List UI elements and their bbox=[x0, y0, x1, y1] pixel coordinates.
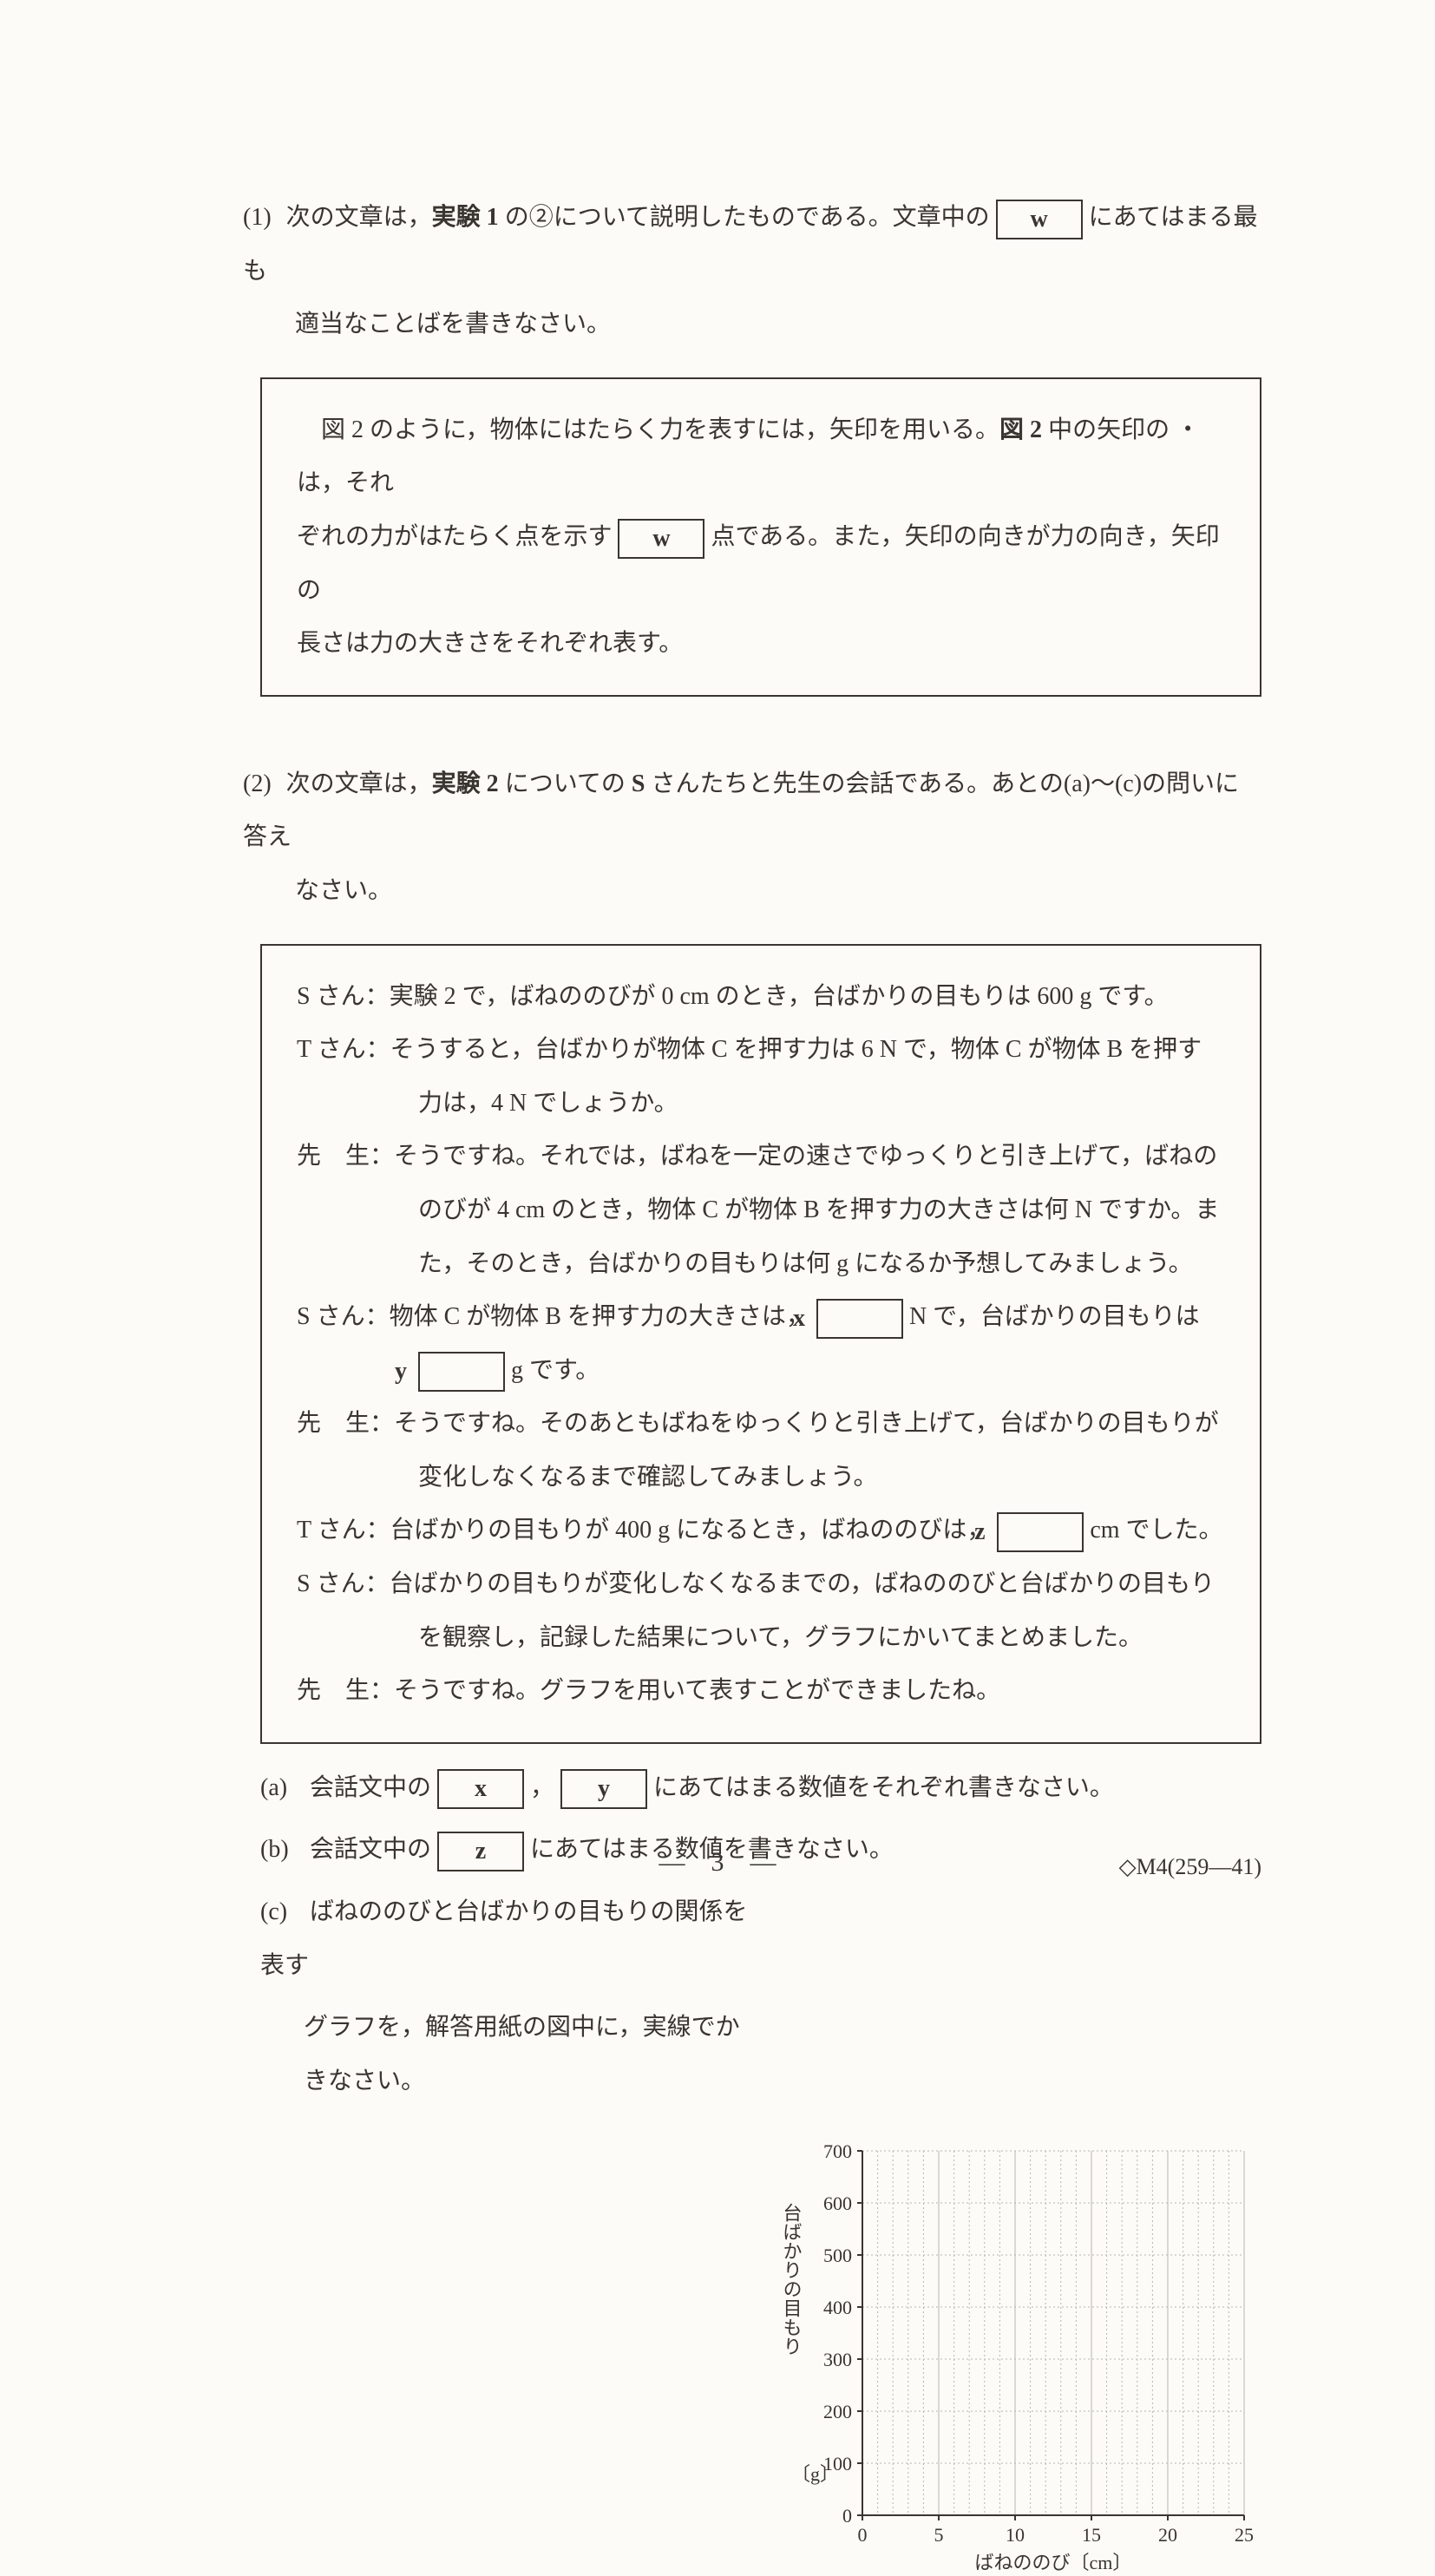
svg-text:300: 300 bbox=[823, 2349, 852, 2370]
dialogue-text: そうですね。そのあともばねをゆっくりと引き上げて，台ばかりの目もりが変化しなくな… bbox=[394, 1410, 1219, 1491]
q2-line2: なさい。 bbox=[295, 864, 1261, 918]
sub-c-l1: ばねののびと台ばかりの目もりの関係を表す bbox=[260, 1898, 748, 1979]
dialogue-line: S さん：実験 2 で，ばねののびが 0 cm のとき，台ばかりの目もりは 60… bbox=[297, 970, 1225, 1024]
sub-a-num: (a) bbox=[260, 1761, 304, 1815]
q1-box-l1-bold: 図 2 bbox=[999, 416, 1042, 443]
s-mid: N で，台ばかりの目もりは bbox=[909, 1303, 1200, 1330]
blank-y-2: y bbox=[560, 1769, 647, 1809]
sub-a-mid: ， bbox=[524, 1774, 560, 1801]
blank-x-2: x bbox=[437, 1769, 524, 1809]
q1-box-l2: ぞれの力がはたらく点を示す w 点である。また，矢印の向きが力の向き，矢印の bbox=[297, 510, 1225, 617]
dialogue-text: そうですね。それでは，ばねを一定の速さでゆっくりと引き上げて，ばねののびが 4 … bbox=[394, 1143, 1219, 1276]
q2-t-bold: 実験 2 bbox=[432, 770, 499, 797]
blank-w-2: w bbox=[618, 519, 704, 559]
q1-line1: (1) 次の文章は，実験 1 の②について説明したものである。文章中の w にあ… bbox=[243, 191, 1261, 298]
q1-box-l2-pre: ぞれの力がはたらく点を示す bbox=[297, 523, 618, 550]
q1-num: (1) bbox=[243, 191, 272, 245]
svg-text:0: 0 bbox=[842, 2505, 852, 2527]
dialogue-line: 先 生：そうですね。そのあともばねをゆっくりと引き上げて，台ばかりの目もりが変化… bbox=[297, 1397, 1225, 1504]
q1-line2: 適当なことばを書きなさい。 bbox=[295, 298, 1261, 351]
speaker-s: S さん： bbox=[297, 1303, 390, 1330]
q1-l1-bold: 実験 1 bbox=[432, 204, 499, 231]
dialogue-text: 実験 2 で，ばねののびが 0 cm のとき，台ばかりの目もりは 600 g で… bbox=[390, 983, 1169, 1010]
q2-dialogue-box: S さん：実験 2 で，ばねののびが 0 cm のとき，台ばかりの目もりは 60… bbox=[260, 944, 1261, 1744]
sub-c-l2: グラフを，解答用紙の図中に，実線でかきなさい。 bbox=[304, 2001, 755, 2107]
sub-c-num: (c) bbox=[260, 1885, 304, 1939]
speaker-label: T さん： bbox=[297, 1036, 390, 1063]
s-end: g です。 bbox=[511, 1357, 600, 1384]
blank-x: x bbox=[816, 1299, 903, 1339]
dialogue-text: 台ばかりの目もりが変化しなくなるまでの，ばねののびと台ばかりの目もりを観察し，記… bbox=[390, 1570, 1215, 1651]
q2-t-s: S bbox=[632, 770, 645, 797]
dialogue-t-z: T さん：台ばかりの目もりが 400 g になるとき，ばねののびは， z cm … bbox=[297, 1504, 1225, 1557]
dialogue-s-xy: S さん：物体 C が物体 B を押す力の大きさは， x N で，台ばかりの目も… bbox=[297, 1290, 1225, 1397]
q2-num: (2) bbox=[243, 757, 272, 811]
blank-y: y bbox=[418, 1352, 505, 1392]
q1-box-l1: 図 2 のように，物体にはたらく力を表すには，矢印を用いる。図 2 中の矢印の … bbox=[297, 403, 1225, 510]
s-pre: 物体 C が物体 B を押す力の大きさは， bbox=[390, 1303, 810, 1330]
speaker-label: S さん： bbox=[297, 983, 390, 1010]
q2-line1: (2) 次の文章は，実験 2 についての S さんたちと先生の会話である。あとの… bbox=[243, 757, 1261, 864]
dialogue-line: 先 生：そうですね。グラフを用いて表すことができましたね。 bbox=[297, 1664, 1225, 1718]
speaker-label: 先 生： bbox=[297, 1410, 394, 1437]
svg-text:5: 5 bbox=[934, 2524, 944, 2546]
blank-z: z bbox=[997, 1512, 1084, 1552]
q1-box-l1-pre: 図 2 のように，物体にはたらく力を表すには，矢印を用いる。 bbox=[297, 416, 999, 443]
chart-container: 05101520250100200300400500600700ばねののび〔cm… bbox=[706, 2134, 1261, 2576]
speaker-label: 先 生： bbox=[297, 1677, 394, 1704]
q1-box: 図 2 のように，物体にはたらく力を表すには，矢印を用いる。図 2 中の矢印の … bbox=[260, 377, 1261, 697]
sub-a: (a) 会話文中の x ， y にあてはまる数値をそれぞれ書きなさい。 bbox=[260, 1761, 1261, 1815]
speaker-t: T さん： bbox=[297, 1517, 390, 1544]
svg-text:〔g〕: 〔g〕 bbox=[791, 2463, 839, 2485]
blank-w: w bbox=[996, 200, 1083, 239]
question-2: (2) 次の文章は，実験 2 についての S さんたちと先生の会話である。あとの… bbox=[243, 757, 1261, 2117]
svg-text:25: 25 bbox=[1235, 2524, 1254, 2546]
svg-text:15: 15 bbox=[1082, 2524, 1101, 2546]
svg-text:ばねののび〔cm〕: ばねののび〔cm〕 bbox=[975, 2552, 1132, 2573]
q1-l1-post: の②について説明したものである。文章中の bbox=[499, 204, 996, 231]
q2-t-pre: 次の文章は， bbox=[286, 770, 432, 797]
sub-a-post: にあてはまる数値をそれぞれ書きなさい。 bbox=[647, 1774, 1114, 1801]
dialogue-text: そうですね。グラフを用いて表すことができましたね。 bbox=[394, 1677, 1000, 1704]
spring-chart: 05101520250100200300400500600700ばねののび〔cm… bbox=[776, 2134, 1261, 2576]
dialogue-line: 先 生：そうですね。それでは，ばねを一定の速さでゆっくりと引き上げて，ばねののび… bbox=[297, 1130, 1225, 1290]
svg-text:700: 700 bbox=[823, 2140, 852, 2162]
t-pre: 台ばかりの目もりが 400 g になるとき，ばねののびは， bbox=[390, 1517, 992, 1544]
speaker-label: 先 生： bbox=[297, 1143, 394, 1170]
svg-text:600: 600 bbox=[823, 2193, 852, 2214]
q2-t-mid: についての bbox=[499, 770, 632, 797]
q1-box-l3: 長さは力の大きさをそれぞれ表す。 bbox=[297, 617, 1225, 671]
svg-text:0: 0 bbox=[858, 2524, 868, 2546]
svg-text:20: 20 bbox=[1158, 2524, 1177, 2546]
dialogue-text: そうすると，台ばかりが物体 C を押す力は 6 N で，物体 C が物体 B を… bbox=[390, 1036, 1202, 1117]
sub-a-pre: 会話文中の bbox=[310, 1774, 437, 1801]
dialogue-line: T さん：そうすると，台ばかりが物体 C を押す力は 6 N で，物体 C が物… bbox=[297, 1023, 1225, 1130]
svg-text:台ばかりの目もり: 台ばかりの目もり bbox=[781, 2203, 803, 2356]
document-code: ◇M4(259―41) bbox=[1119, 1842, 1261, 1891]
t-post: cm でした。 bbox=[1090, 1517, 1222, 1544]
svg-text:400: 400 bbox=[823, 2297, 852, 2318]
svg-text:10: 10 bbox=[1006, 2524, 1025, 2546]
question-1: (1) 次の文章は，実験 1 の②について説明したものである。文章中の w にあ… bbox=[243, 191, 1261, 697]
svg-text:500: 500 bbox=[823, 2245, 852, 2266]
sub-c: (c) ばねののびと台ばかりの目もりの関係を表す グラフを，解答用紙の図中に，実… bbox=[243, 1885, 1261, 2116]
svg-text:200: 200 bbox=[823, 2401, 852, 2422]
speaker-label: S さん： bbox=[297, 1570, 390, 1597]
dialogue-line: S さん：台ばかりの目もりが変化しなくなるまでの，ばねののびと台ばかりの目もりを… bbox=[297, 1557, 1225, 1664]
q1-l1-pre: 次の文章は， bbox=[286, 204, 432, 231]
